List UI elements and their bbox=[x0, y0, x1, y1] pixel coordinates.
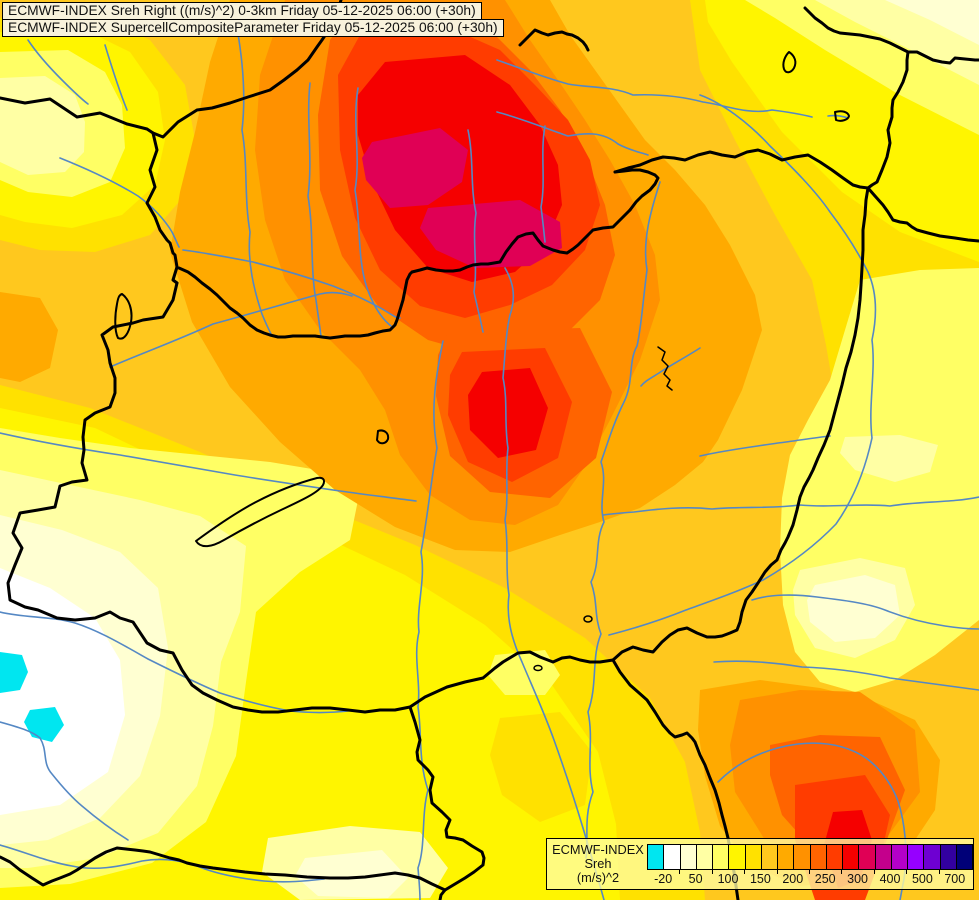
legend-swatch bbox=[825, 845, 842, 869]
legend: ECMWF-INDEX Sreh (m/s)^2 -20 50 100 150 200 2… bbox=[546, 838, 974, 890]
legend-tick-label: -20 bbox=[654, 872, 673, 886]
legend-swatch bbox=[955, 845, 972, 869]
legend-tick-mark bbox=[906, 869, 908, 874]
legend-tick-label: 50 bbox=[688, 872, 703, 886]
legend-tick-label: 700 bbox=[944, 872, 966, 886]
legend-swatch bbox=[695, 845, 712, 869]
legend-swatch bbox=[777, 845, 794, 869]
lakes bbox=[114, 51, 850, 672]
lake-balaton bbox=[195, 476, 326, 548]
border-croatia bbox=[408, 705, 486, 900]
border-slovakia-ukraine bbox=[613, 168, 660, 212]
legend-tick-mark bbox=[776, 869, 778, 874]
lake-neusiedl bbox=[114, 293, 133, 340]
legend-tick-label: 150 bbox=[749, 872, 771, 886]
legend-swatch bbox=[663, 845, 680, 869]
legend-swatch bbox=[744, 845, 761, 869]
legend-swatch bbox=[793, 845, 810, 869]
legend-swatch bbox=[679, 845, 696, 869]
title-line-1: ECMWF-INDEX Sreh Right ((m/s)^2) 0-3km F… bbox=[2, 2, 482, 20]
title-box: ECMWF-INDEX Sreh Right ((m/s)^2) 0-3km F… bbox=[2, 2, 504, 37]
legend-swatch bbox=[890, 845, 907, 869]
legend-swatch bbox=[712, 845, 729, 869]
border-czech-austria bbox=[0, 96, 155, 135]
legend-tick-label: 200 bbox=[782, 872, 804, 886]
legend-swatch bbox=[923, 845, 940, 869]
border-slovakia-hungary bbox=[177, 208, 632, 340]
legend-swatch bbox=[858, 845, 875, 869]
legend-swatch bbox=[842, 845, 859, 869]
legend-swatch bbox=[760, 845, 777, 869]
legend-swatch bbox=[809, 845, 826, 869]
border-austria-hungary bbox=[6, 281, 615, 714]
legend-tick-mark bbox=[679, 869, 681, 874]
legend-title-param: Sreh bbox=[584, 856, 612, 871]
legend-tick-mark bbox=[809, 869, 810, 874]
tisza-river bbox=[585, 181, 661, 859]
legend-tick-label: 250 bbox=[814, 872, 836, 886]
legend-swatch bbox=[907, 845, 924, 869]
border-austria-slovakia bbox=[145, 131, 179, 285]
border-bottom-left bbox=[0, 846, 447, 892]
legend-colorbar bbox=[647, 844, 973, 870]
legend-tick-label: 500 bbox=[911, 872, 933, 886]
legend-title-model: ECMWF-INDEX bbox=[552, 842, 644, 857]
legend-tick-label: 300 bbox=[847, 872, 869, 886]
legend-tick-mark bbox=[938, 869, 940, 874]
legend-swatch bbox=[728, 845, 745, 869]
legend-tick-label: 400 bbox=[879, 872, 901, 886]
danube-river bbox=[415, 340, 444, 900]
title-line-2: ECMWF-INDEX SupercellCompositeParameter … bbox=[2, 18, 504, 37]
border-poland-ukraine bbox=[613, 148, 979, 243]
legend-swatch bbox=[874, 845, 891, 869]
legend-swatch bbox=[648, 845, 664, 869]
danube-river bbox=[182, 249, 401, 319]
legend-tick-mark bbox=[873, 869, 875, 874]
legend-tick-label: 100 bbox=[717, 872, 739, 886]
danube-river bbox=[59, 157, 180, 248]
border-east-north-south bbox=[611, 186, 870, 662]
legend-title-units: (m/s)^2 bbox=[576, 870, 620, 885]
legend-tick-mark bbox=[711, 869, 713, 874]
legend-swatch bbox=[939, 845, 956, 869]
legend-tick-mark bbox=[744, 869, 746, 874]
legend-tick-mark bbox=[841, 869, 843, 874]
legend-title: ECMWF-INDEX Sreh (m/s)^2 bbox=[551, 843, 645, 885]
